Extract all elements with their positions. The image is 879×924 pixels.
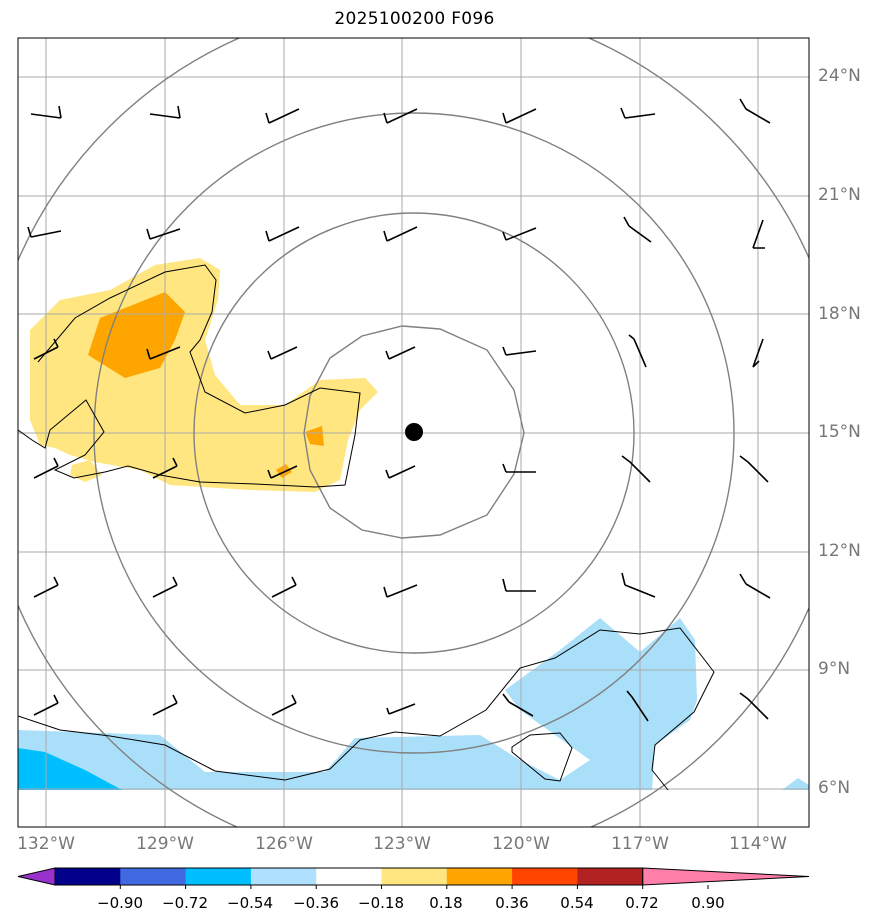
wind-barb bbox=[383, 584, 418, 598]
colorbar-segment bbox=[446, 868, 513, 885]
wind-barb bbox=[385, 346, 416, 360]
colorbar-segment bbox=[250, 868, 317, 885]
wind-barb bbox=[502, 227, 537, 241]
colorbar bbox=[17, 867, 810, 889]
lon-label-120w: 120°W bbox=[492, 834, 550, 854]
wind-barb bbox=[621, 455, 651, 483]
wind-barb bbox=[265, 108, 300, 124]
lat-label-21n: 21°N bbox=[818, 185, 861, 205]
wind-barb bbox=[149, 105, 181, 119]
colorbar-tick-label: 0.36 bbox=[495, 894, 529, 912]
storm-center-marker bbox=[405, 423, 423, 441]
wind-barb bbox=[146, 228, 181, 240]
lon-label-132w: 132°W bbox=[17, 834, 75, 854]
wind-barb bbox=[620, 107, 656, 119]
colorbar-tick-label: −0.54 bbox=[227, 894, 273, 912]
colorbar-segment bbox=[185, 868, 252, 885]
colorbar-extend-min bbox=[17, 867, 56, 886]
colorbar-tick-label: −0.72 bbox=[162, 894, 208, 912]
colorbar-extend-max bbox=[642, 867, 810, 886]
map-title: 2025100200 F096 bbox=[334, 9, 495, 29]
colorbar-segment bbox=[120, 868, 187, 885]
lat-label-15n: 15°N bbox=[818, 422, 861, 442]
wind-barb bbox=[623, 216, 652, 243]
wind-barb bbox=[30, 105, 62, 119]
lat-label-24n: 24°N bbox=[818, 66, 861, 86]
colorbar-segment bbox=[316, 868, 382, 885]
wind-barb bbox=[386, 703, 416, 715]
wind-barb bbox=[628, 334, 647, 368]
wind-barb bbox=[502, 108, 537, 124]
colorbar-segment bbox=[577, 868, 644, 885]
wind-barbs bbox=[27, 98, 771, 722]
wind-barb bbox=[739, 692, 769, 720]
wind-barb bbox=[33, 457, 59, 479]
wind-barb bbox=[33, 338, 59, 360]
wind-barb bbox=[146, 346, 181, 360]
wind-barb bbox=[739, 98, 771, 124]
range-rings bbox=[18, 38, 809, 827]
wind-barb bbox=[383, 226, 418, 242]
wind-barb bbox=[265, 226, 300, 242]
wind-barb bbox=[621, 572, 656, 598]
colorbar-tick-label: −0.90 bbox=[97, 894, 143, 912]
lat-label-18n: 18°N bbox=[818, 304, 861, 324]
wind-barb bbox=[739, 573, 771, 599]
lat-label-12n: 12°N bbox=[818, 541, 861, 561]
wind-barb bbox=[33, 694, 59, 716]
lon-label-129w: 129°W bbox=[136, 834, 194, 854]
lon-label-123w: 123°W bbox=[373, 834, 431, 854]
lon-label-114w: 114°W bbox=[729, 834, 787, 854]
colorbar-segment bbox=[512, 868, 578, 885]
colorbar-segment bbox=[55, 868, 121, 885]
lon-label-126w: 126°W bbox=[255, 834, 313, 854]
wind-barb bbox=[152, 576, 178, 598]
wind-barb bbox=[752, 338, 764, 368]
colorbar-tick-label: −0.18 bbox=[358, 894, 404, 912]
colorbar-segment bbox=[381, 868, 448, 885]
wind-barb bbox=[33, 576, 59, 598]
wind-barb bbox=[152, 457, 178, 479]
colorbar-tick-label: 0.54 bbox=[560, 894, 594, 912]
lat-label-9n: 9°N bbox=[818, 659, 851, 679]
wind-barb bbox=[27, 226, 62, 238]
wind-barb bbox=[752, 219, 765, 249]
wind-barb bbox=[502, 463, 536, 473]
lon-label-117w: 117°W bbox=[611, 834, 669, 854]
map-frame bbox=[17, 37, 810, 828]
colorbar-tick-label: 0.18 bbox=[429, 894, 463, 912]
contour-lines bbox=[18, 264, 715, 791]
wind-barb bbox=[383, 108, 418, 124]
colorbar-tick-label: 0.72 bbox=[625, 894, 659, 912]
wind-barb bbox=[739, 455, 769, 483]
colorbar-tick-label: 0.90 bbox=[691, 894, 725, 912]
colorbar-outline bbox=[54, 867, 644, 886]
colorbar-tick-label: −0.36 bbox=[293, 894, 339, 912]
wind-barb bbox=[502, 578, 536, 592]
wind-barb bbox=[271, 576, 297, 598]
negative-anomaly-fill bbox=[18, 618, 809, 790]
wind-barb bbox=[502, 346, 537, 356]
wind-barb bbox=[267, 346, 298, 360]
wind-barb bbox=[267, 465, 298, 479]
wind-barb bbox=[152, 694, 178, 716]
wind-barb bbox=[385, 465, 416, 479]
wind-barb bbox=[271, 694, 297, 716]
wind-barb bbox=[502, 693, 534, 717]
wind-barb bbox=[626, 690, 649, 722]
lat-label-6n: 6°N bbox=[818, 778, 851, 798]
